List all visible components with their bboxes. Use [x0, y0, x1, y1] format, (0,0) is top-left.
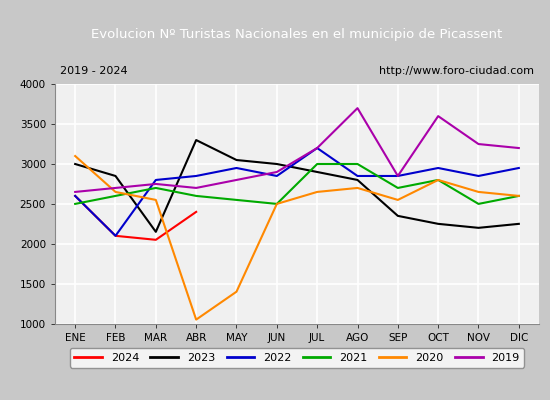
Text: http://www.foro-ciudad.com: http://www.foro-ciudad.com	[379, 66, 534, 76]
Text: 2019 - 2024: 2019 - 2024	[60, 66, 128, 76]
Text: Evolucion Nº Turistas Nacionales en el municipio de Picassent: Evolucion Nº Turistas Nacionales en el m…	[91, 28, 503, 41]
Legend: 2024, 2023, 2022, 2021, 2020, 2019: 2024, 2023, 2022, 2021, 2020, 2019	[70, 348, 524, 368]
